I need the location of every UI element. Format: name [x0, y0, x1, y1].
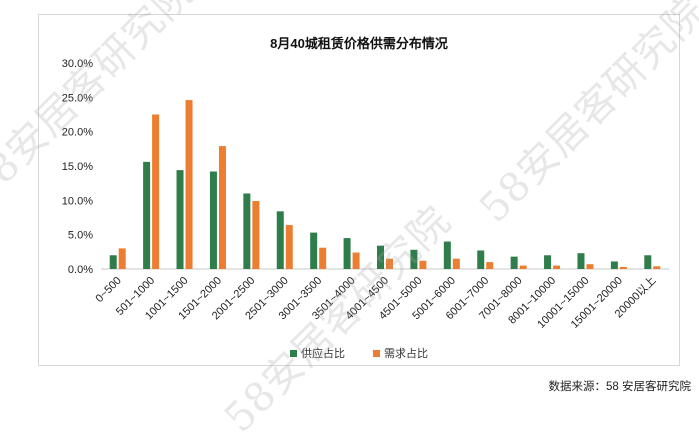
bar-demand [419, 260, 427, 269]
bar-supply [510, 256, 518, 269]
legend-label-supply: 供应占比 [301, 348, 345, 360]
legend-label-demand: 需求占比 [384, 348, 428, 360]
bar-demand [486, 262, 494, 269]
bar-supply [610, 261, 618, 269]
bar-demand [553, 265, 561, 269]
bar-demand [386, 258, 393, 269]
y-tick-label: 30.0% [62, 58, 93, 70]
bar-supply [243, 193, 251, 269]
bar-supply [176, 170, 184, 269]
legend-item-supply: 供应占比 [290, 345, 345, 361]
bar-supply [143, 161, 151, 269]
bar-demand [519, 265, 527, 269]
bar-supply [410, 249, 418, 269]
legend: 供应占比 需求占比 [39, 345, 679, 361]
bar-supply [276, 211, 284, 269]
source-note: 数据来源：58 安居客研究院 [548, 381, 692, 393]
chart-title: 8月40城租赁价格供需分布情况 [270, 36, 448, 51]
bar-supply [644, 255, 652, 269]
bar-supply [109, 255, 117, 269]
bar-chart: 0.0%5.0%10.0%15.0%20.0%25.0%30.0%0~50050… [62, 58, 669, 331]
bar-demand [586, 264, 594, 269]
y-tick-label: 25.0% [62, 92, 93, 104]
bar-demand [285, 225, 293, 269]
y-tick-label: 5.0% [68, 230, 93, 242]
bar-demand [619, 266, 627, 269]
bar-supply [310, 232, 318, 269]
y-tick-label: 0.0% [68, 264, 93, 276]
chart-frame: 8月40城租赁价格供需分布情况 0.0% 5.0% 10.0% 15.0% 20.0% 2… [38, 14, 680, 366]
y-tick-label: 10.0% [62, 195, 93, 207]
bar-demand [118, 248, 126, 269]
bar-supply [544, 255, 552, 269]
legend-item-demand: 需求占比 [373, 345, 428, 361]
bar-supply [377, 245, 384, 269]
bar-supply [209, 171, 217, 269]
x-tick-label: 0~500 [93, 275, 123, 305]
y-tick-label: 15.0% [62, 161, 93, 173]
bar-demand [452, 258, 460, 269]
bar-demand [352, 252, 360, 269]
bar-supply [477, 250, 485, 269]
bar-demand [218, 146, 226, 269]
bar-supply [343, 238, 351, 269]
bar-demand [252, 201, 260, 269]
bar-demand [152, 114, 160, 269]
y-tick-label: 20.0% [62, 127, 93, 139]
bar-supply [577, 253, 585, 269]
bar-demand [653, 266, 661, 269]
bar-demand [185, 100, 193, 269]
legend-swatch-demand [373, 349, 380, 357]
bar-supply [443, 241, 451, 269]
bar-demand [319, 247, 327, 269]
legend-swatch-supply [290, 349, 297, 357]
